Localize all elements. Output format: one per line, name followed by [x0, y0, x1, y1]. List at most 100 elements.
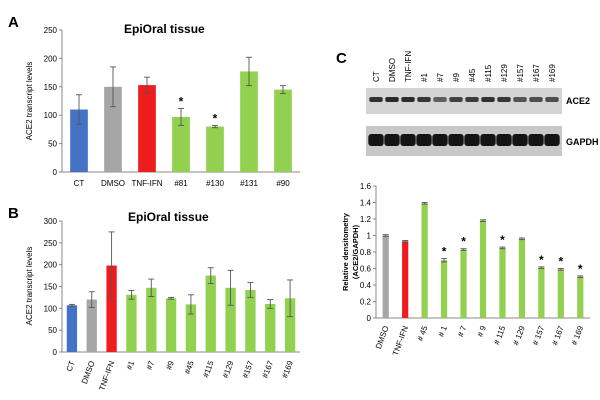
chart-c-category-label: TNF-IFN — [391, 324, 410, 357]
chart-c-category-label: # 9 — [476, 324, 488, 338]
panel-b-title: EpiOral tissue — [128, 210, 209, 224]
chart-c-bar — [421, 203, 428, 318]
chart-c-ytick-label: 1 — [367, 232, 372, 241]
chart-a-category-label: #131 — [240, 179, 258, 188]
chart-b-bar — [106, 265, 117, 352]
chart-c-ytick-label: 0 — [367, 314, 372, 323]
chart-a-category-label: DMSO — [101, 179, 125, 188]
chart-a-bar — [172, 116, 190, 172]
chart-b-ytick-label: 250 — [44, 239, 58, 248]
blot-gapdh-band — [496, 134, 512, 146]
chart-c-bar — [518, 238, 526, 318]
blot-ace2-band — [401, 97, 415, 102]
chart-b-category-label: #7 — [145, 359, 157, 371]
blot-ace2-band — [529, 97, 543, 102]
chart-b-bar — [245, 289, 256, 352]
blot-ace2-membrane — [366, 88, 562, 114]
chart-c-ytick-label: 0.8 — [360, 248, 372, 257]
blot-lane-label: TNF-IFN — [404, 51, 413, 82]
chart-b-bar — [265, 303, 276, 352]
chart-a-ytick-label: 100 — [44, 111, 58, 120]
chart-a-ytick-label: 200 — [44, 54, 58, 63]
panel-a-title: EpiOral tissue — [124, 22, 205, 36]
panel-c-letter: C — [336, 50, 347, 67]
chart-c-category-label: # 169 — [570, 324, 585, 346]
chart-b-bar — [185, 304, 197, 352]
chart-a-significance-mark: * — [179, 94, 184, 108]
chart-a-category-label: #130 — [206, 179, 224, 188]
chart-a-ylabel: ACE2 transcript levels — [25, 62, 34, 141]
chart-b-category-label: #9 — [164, 359, 176, 371]
chart-c-bar — [460, 249, 467, 318]
blot-lane-label: #129 — [500, 64, 509, 82]
chart-c-category-label: # 167 — [550, 324, 565, 346]
chart-c-significance-mark: * — [442, 245, 447, 259]
blot-lane-label: #115 — [484, 64, 493, 82]
chart-c-ytick-label: 1.2 — [360, 215, 372, 224]
chart-c-category-label: # 7 — [456, 324, 468, 338]
blot-ace2-band — [417, 97, 431, 102]
blot-ace2-band — [433, 97, 447, 102]
chart-c-ytick-label: 1.6 — [360, 182, 372, 191]
blot-ace2-band — [513, 97, 527, 102]
chart-b-bar — [284, 298, 296, 352]
blot-ace2-band — [369, 97, 383, 102]
chart-a-significance-mark: * — [213, 111, 218, 125]
blot-gapdh-band — [528, 134, 544, 146]
chart-b-category-label: CT — [65, 360, 77, 373]
chart-a-bar — [240, 71, 258, 172]
chart-c-significance-mark: * — [578, 262, 583, 276]
chart-c-ytick-label: 0.6 — [360, 265, 372, 274]
chart-b-bar — [165, 298, 177, 352]
chart-b-ytick-label: 100 — [44, 304, 58, 313]
blot-ace2-band — [481, 97, 495, 102]
blot-gapdh-label: GAPDH — [566, 137, 599, 147]
blot-ace2-label: ACE2 — [566, 96, 590, 106]
chart-b-ytick-label: 0 — [53, 348, 58, 357]
blot-ace2-band — [449, 97, 463, 102]
blot-lane-label: #45 — [468, 68, 477, 82]
chart-c-ylabel-line: Relative densitometry — [341, 212, 350, 291]
blot-gapdh-band — [448, 134, 464, 146]
chart-a-ytick-label: 150 — [44, 83, 58, 92]
blot-gapdh-band — [400, 134, 416, 146]
chart-c-ytick-label: 1.4 — [360, 199, 372, 208]
chart-b-category-label: #45 — [183, 359, 196, 375]
blot-gapdh-band — [480, 134, 496, 146]
chart-c-bar — [557, 269, 564, 318]
chart-b-ylabel: ACE2 transcript levels — [25, 247, 34, 326]
chart-c-significance-mark: * — [539, 253, 544, 267]
chart-b-bar — [126, 294, 137, 352]
chart-c-category-label: DMSO — [374, 325, 391, 351]
chart-b-bar — [146, 287, 157, 352]
chart-c-bar — [402, 241, 409, 318]
blot-gapdh-band — [512, 134, 528, 146]
chart-a-ytick-label: 250 — [44, 26, 58, 35]
blot-ace2-band — [385, 97, 399, 102]
chart-c-category-label: # 157 — [531, 324, 546, 346]
chart-c-bar — [577, 276, 584, 318]
chart-c-bar — [499, 247, 506, 318]
chart-c-category-label: # 129 — [511, 324, 526, 346]
chart-a-category-label: #90 — [276, 179, 290, 188]
chart-c-category-label: # 45 — [416, 324, 430, 342]
chart-a-bar — [274, 89, 292, 172]
blot-ace2-band — [465, 97, 479, 102]
chart-a-bar — [138, 85, 156, 172]
chart-b-bar — [205, 275, 216, 352]
chart-c-bar — [440, 260, 448, 318]
chart-a-category-label: #81 — [174, 179, 188, 188]
chart-b-category-label: #1 — [125, 359, 137, 371]
blot-lane-label: CT — [372, 71, 381, 82]
chart-c-bar — [538, 267, 545, 318]
blot-ace2-band — [545, 97, 559, 102]
chart-c-bar — [479, 220, 487, 318]
chart-c-ytick-label: 0.4 — [360, 281, 372, 290]
blot-lane-label: DMSO — [388, 58, 397, 82]
blot-lane-label: #7 — [436, 73, 445, 82]
chart-a-ytick-label: 0 — [53, 168, 58, 177]
blot-lane-label: #169 — [548, 64, 557, 82]
